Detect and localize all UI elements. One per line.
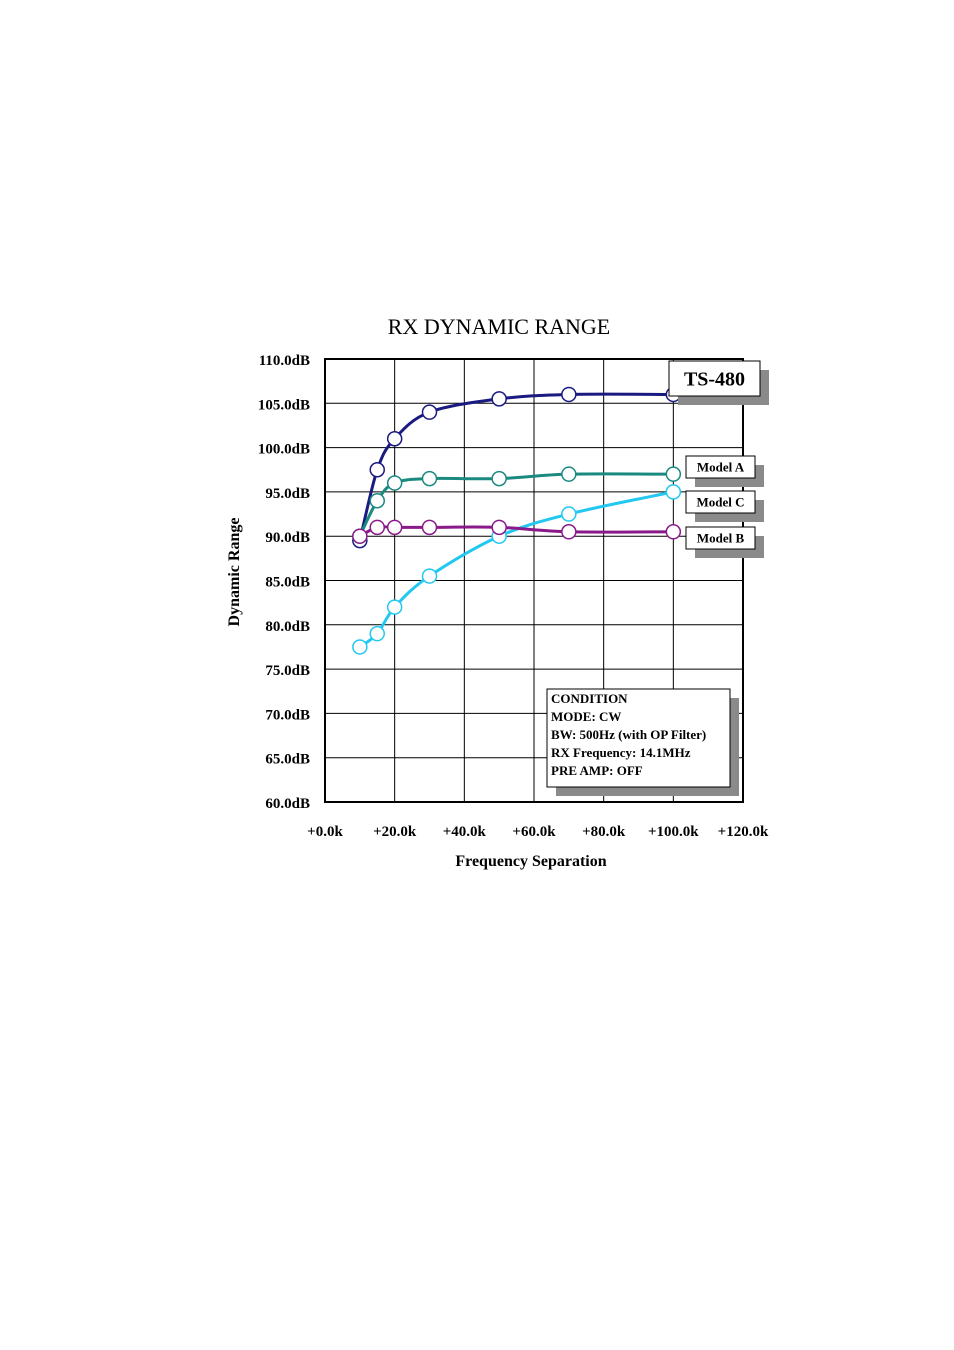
data-point xyxy=(665,484,682,500)
condition-line: RX Frequency: 14.1MHz xyxy=(551,745,691,760)
data-point xyxy=(369,462,385,478)
data-point xyxy=(421,568,438,584)
series-labels: TS-480 Model A Model C Model B xyxy=(668,360,769,558)
data-point xyxy=(665,466,682,482)
series-label-box xyxy=(685,490,756,514)
data-point xyxy=(369,493,385,509)
y-tick-label: 105.0dB xyxy=(258,397,310,413)
data-point xyxy=(421,519,438,536)
condition-line: CONDITION xyxy=(551,691,628,706)
data-point xyxy=(665,524,682,540)
condition-box: CONDITION MODE: CW BW: 500Hz (with OP Filt… xyxy=(546,688,739,796)
x-tick-label: +0.0k xyxy=(307,824,343,840)
series-label-box xyxy=(685,455,756,479)
x-tick-labels: +0.0k +20.0k +40.0k +60.0k +80.0k +100.0k +120… xyxy=(307,824,769,840)
series-markers xyxy=(352,386,682,655)
data-point xyxy=(352,528,368,544)
x-tick-label: +20.0k xyxy=(373,824,417,840)
data-point xyxy=(386,430,403,447)
y-tick-label: 80.0dB xyxy=(265,619,310,635)
x-axis-label: Frequency Separation xyxy=(455,853,606,870)
data-point xyxy=(491,470,507,487)
series-label: Model C xyxy=(696,495,744,510)
y-tick-label: 85.0dB xyxy=(265,575,310,591)
condition-line: PRE AMP: OFF xyxy=(551,763,643,778)
data-point xyxy=(369,519,385,536)
y-tick-labels: 60.0dB 65.0dB 70.0dB 75.0dB 80.0dB 85.0dB 90.0… xyxy=(258,353,310,812)
x-tick-label: +60.0k xyxy=(512,824,556,840)
y-tick-label: 75.0dB xyxy=(265,663,310,679)
chart-title: RX DYNAMIC RANGE xyxy=(388,314,610,339)
series-label-box xyxy=(685,526,756,550)
y-tick-label: 65.0dB xyxy=(265,752,310,768)
data-point xyxy=(491,519,507,536)
condition-line: MODE: CW xyxy=(551,709,621,724)
y-tick-label: 60.0dB xyxy=(265,796,310,812)
series-label: TS-480 xyxy=(684,369,745,391)
data-point xyxy=(491,391,507,407)
y-tick-label: 100.0dB xyxy=(258,442,310,458)
data-point xyxy=(561,524,577,540)
series-label: Model A xyxy=(697,460,745,475)
data-point xyxy=(561,386,577,403)
data-point xyxy=(421,404,438,420)
x-tick-label: +40.0k xyxy=(443,824,487,840)
x-tick-label: +100.0k xyxy=(648,824,699,840)
y-tick-label: 70.0dB xyxy=(265,707,310,723)
data-point xyxy=(386,519,403,536)
x-tick-label: +80.0k xyxy=(582,824,626,840)
series-label: Model B xyxy=(697,531,745,546)
data-point xyxy=(561,466,577,482)
data-point xyxy=(421,470,438,487)
y-tick-label: 95.0dB xyxy=(265,486,310,502)
data-point xyxy=(386,475,403,491)
condition-box-frame xyxy=(546,688,731,788)
series-label-box xyxy=(668,360,761,397)
data-point xyxy=(561,506,577,522)
data-point xyxy=(386,599,403,615)
condition-line: BW: 500Hz (with OP Filter) xyxy=(551,727,706,742)
y-axis-label: Dynamic Range xyxy=(226,518,243,627)
x-tick-label: +120.0k xyxy=(718,824,769,840)
data-point xyxy=(352,639,368,655)
data-point xyxy=(369,625,385,642)
y-tick-label: 110.0dB xyxy=(259,353,310,369)
y-tick-label: 90.0dB xyxy=(265,530,310,546)
